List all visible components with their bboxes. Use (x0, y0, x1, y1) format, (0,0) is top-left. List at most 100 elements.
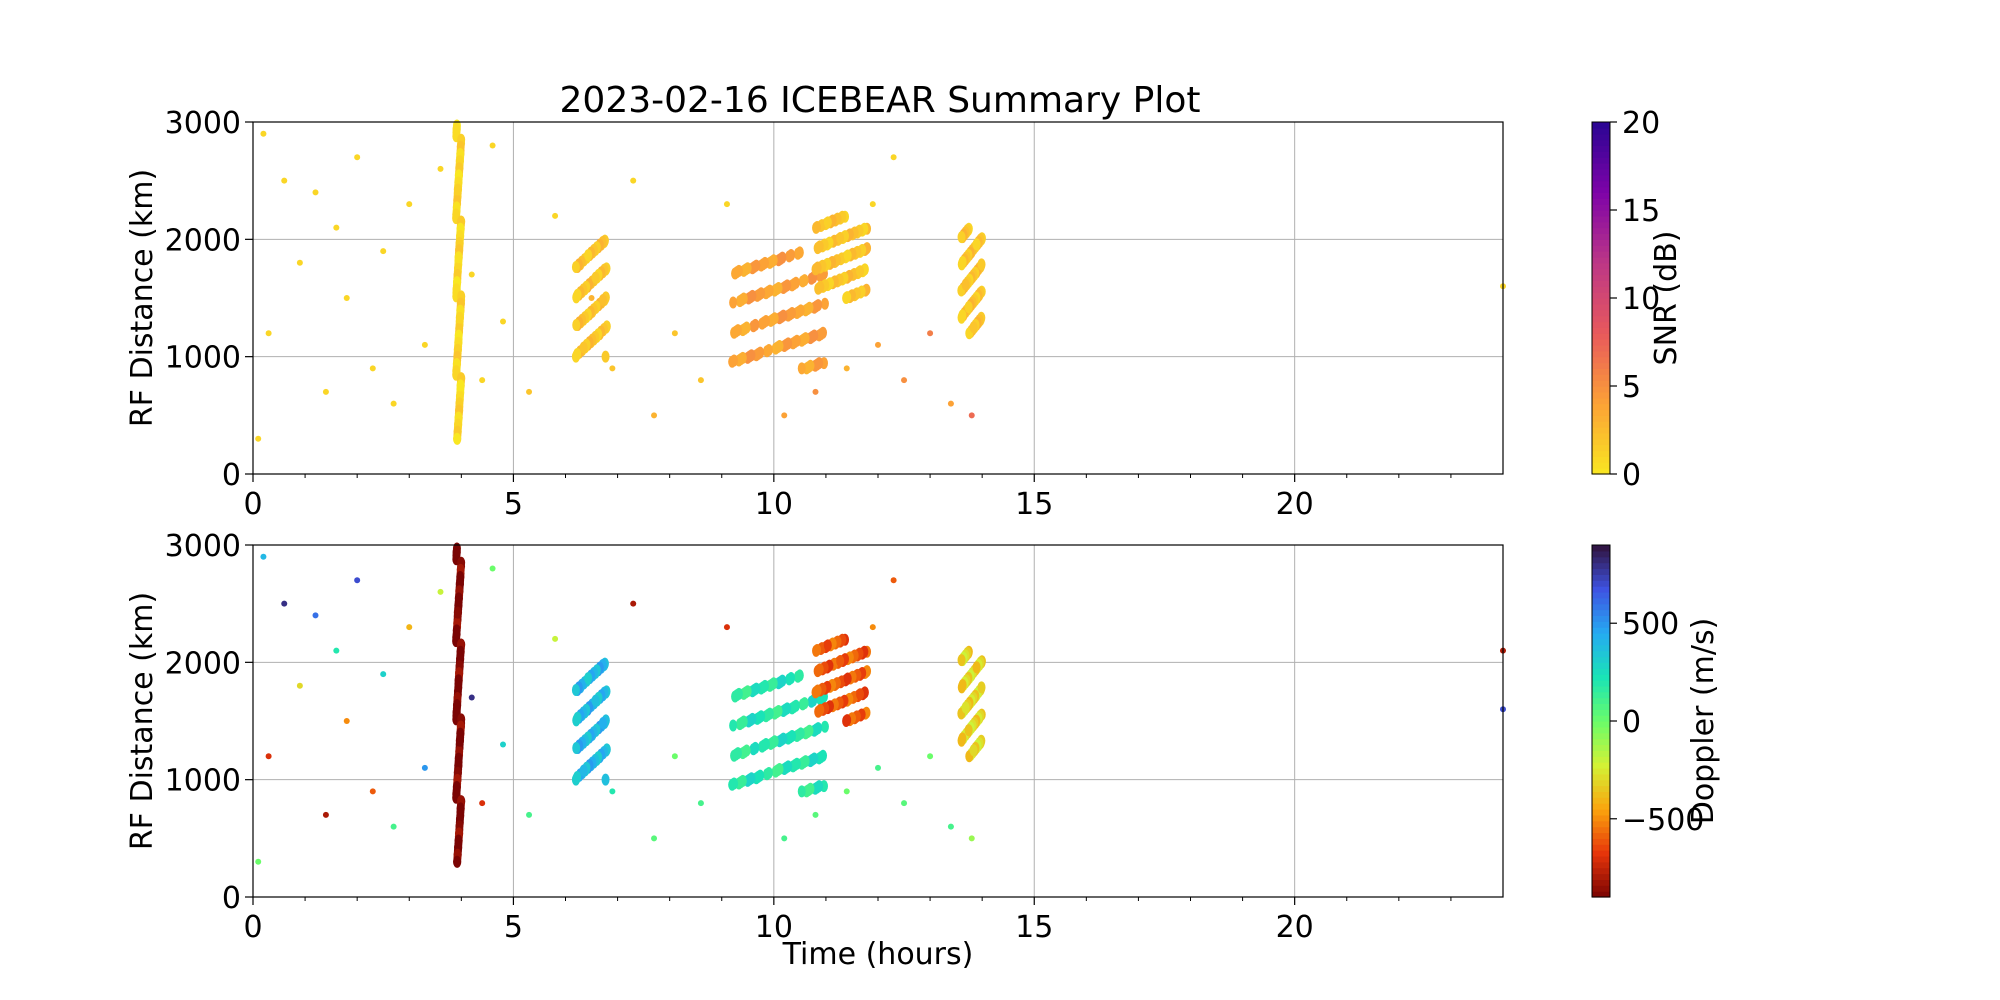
echo-cluster-mark (591, 694, 600, 707)
colorbar-segment (1592, 679, 1610, 687)
echo-cluster-mark (813, 684, 822, 697)
echo-cluster-mark (779, 732, 788, 745)
colorbar-segment (1592, 280, 1610, 287)
echo-cluster-mark (964, 724, 973, 737)
echo-cluster-mark (733, 747, 742, 760)
colorbar-tick-label: 10 (1622, 282, 1660, 317)
colorbar-segment (1592, 756, 1610, 763)
echo-cluster-mark (739, 292, 748, 305)
scatter-point (281, 600, 288, 607)
doppler-plot-frame (252, 544, 1504, 898)
colorbar-segment (1592, 133, 1610, 141)
colorbar-segment (1592, 726, 1610, 734)
colorbar-segment (1592, 333, 1610, 340)
echo-cluster-mark (455, 311, 464, 324)
colorbar-segment (1592, 391, 1610, 399)
colorbar-segment (1592, 186, 1610, 193)
scatter-point (901, 377, 908, 384)
colorbar-tick-label: 500 (1622, 607, 1679, 642)
echo-cluster-mark (454, 251, 463, 264)
colorbar-segment (1592, 274, 1610, 281)
x-tick-label: 10 (755, 487, 793, 522)
colorbar-segment (1592, 245, 1610, 252)
echo-cluster-mark (573, 288, 582, 301)
echo-cluster-mark (769, 254, 778, 267)
colorbar-segment (1592, 574, 1610, 581)
echo-cluster-mark (454, 674, 463, 687)
echo-cluster-mark (453, 606, 462, 619)
colorbar-segment (1592, 597, 1610, 605)
colorbar-segment (1592, 139, 1610, 147)
colorbar-segment (1592, 562, 1610, 570)
scatter-point (296, 259, 303, 266)
colorbar-segment (1592, 163, 1610, 170)
scatter-point (651, 412, 658, 419)
colorbar-segment (1592, 556, 1610, 564)
y-tick-label: 3000 (165, 106, 241, 141)
x-tick-label: 20 (1276, 487, 1314, 522)
echo-cluster-mark (573, 711, 582, 724)
scatter-point (312, 189, 319, 196)
colorbar-segment (1592, 685, 1610, 693)
colorbar-segment (1592, 409, 1610, 416)
scatter-point (354, 154, 361, 161)
colorbar-segment (1592, 444, 1610, 452)
echo-cluster-mark (977, 258, 986, 271)
echo-cluster-mark (843, 672, 852, 685)
colorbar-segment (1592, 850, 1610, 857)
colorbar-segment (1592, 168, 1610, 176)
snr-colorbar-label: SNR (dB) (1649, 231, 1684, 366)
echo-cluster-mark (779, 309, 788, 322)
scatter-point (369, 788, 376, 795)
echo-cluster-mark (957, 654, 966, 667)
colorbar-segment (1592, 292, 1610, 299)
scatter-point (901, 800, 908, 807)
echo-cluster-mark (453, 855, 462, 868)
echo-cluster-mark (796, 727, 805, 740)
echo-cluster-mark (775, 339, 784, 352)
echo-cluster-mark (961, 701, 970, 714)
echo-cluster-mark (977, 681, 986, 694)
scatter-point (630, 177, 637, 184)
colorbar-segment (1592, 855, 1610, 863)
scatter-point (781, 412, 788, 419)
echo-cluster-mark (791, 276, 800, 289)
echo-cluster-mark (756, 346, 765, 359)
echo-cluster-mark (815, 663, 824, 676)
colorbar-segment (1592, 650, 1610, 658)
scatter-point (468, 271, 475, 278)
colorbar-segment (1592, 339, 1610, 346)
scatter-point (281, 177, 288, 184)
echo-cluster-mark (764, 343, 773, 356)
scatter-point (437, 588, 444, 595)
y-tick-label: 0 (222, 458, 241, 493)
colorbar-segment (1592, 568, 1610, 575)
colorbar-segment (1592, 210, 1610, 217)
colorbar-segment (1592, 286, 1610, 293)
scatter-point (369, 365, 376, 372)
echo-cluster-mark (761, 679, 770, 692)
y-tick-label: 2000 (165, 646, 241, 681)
scatter-point (697, 377, 704, 384)
scatter-point (552, 212, 559, 219)
scatter-point (609, 788, 616, 795)
echo-cluster-mark (775, 762, 784, 775)
snr-grid (253, 122, 1503, 474)
colorbar-segment (1592, 327, 1610, 334)
echo-cluster-mark (452, 546, 461, 559)
colorbar-segment (1592, 832, 1610, 839)
colorbar-segment (1592, 638, 1610, 646)
echo-cluster-mark (796, 304, 805, 317)
colorbar-segment (1592, 239, 1610, 246)
echo-cluster-mark (957, 231, 966, 244)
scatter-point (260, 553, 267, 560)
colorbar-segment (1592, 709, 1610, 716)
scatter-point (927, 753, 934, 760)
scatter-point (927, 330, 934, 337)
echo-cluster-mark (765, 284, 774, 297)
colorbar-segment (1592, 298, 1610, 305)
scatter-point (322, 388, 329, 395)
scatter-point (552, 635, 559, 642)
snr-y-ticks: 0 1000 2000 3000 (165, 106, 253, 493)
echo-cluster-mark (747, 349, 756, 362)
